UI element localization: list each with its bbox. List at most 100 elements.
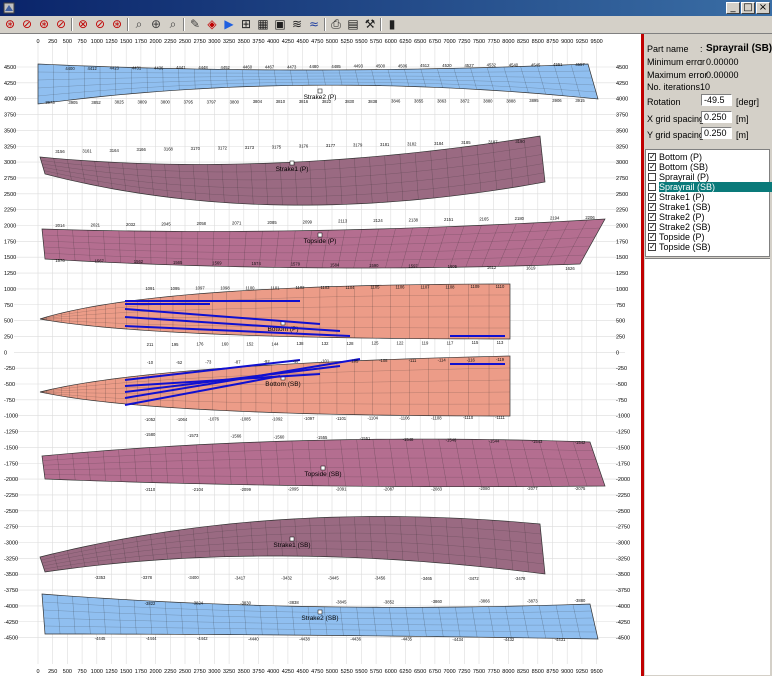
parts-checklist[interactable]: ✓ Bottom (P) ✓ Bottom (SB) Sprayrail (P) Spra… <box>645 149 772 257</box>
x-axis-tick-label: 6250 <box>399 39 411 45</box>
mesh-line <box>372 439 380 487</box>
edge-dimension-label: -87 <box>234 359 241 364</box>
zoom-in-icon[interactable]: ⊕ <box>150 17 162 31</box>
mirror-icon[interactable]: ⊛ <box>111 17 123 31</box>
minimize-button[interactable]: _ <box>726 2 740 14</box>
edge-dimension-label: 4527 <box>464 63 474 68</box>
max-error-value: 0.00000 <box>706 70 739 80</box>
parts-list-item[interactable]: ✓ Strake1 (SB) <box>648 202 769 212</box>
y-axis-tick-label: 750 <box>4 303 13 309</box>
part-visible-checkbox[interactable]: ✓ <box>648 242 656 251</box>
edge-dimension-label: 125 <box>372 341 380 346</box>
x-axis-tick-label: 1000 <box>91 669 103 675</box>
part-name-label: Part name <box>647 44 689 54</box>
plate-shape <box>41 218 606 269</box>
mesh-line <box>94 161 99 187</box>
y-grid-input[interactable]: 0.250 <box>701 127 732 139</box>
edge-dimension-label: -3822 <box>145 601 156 606</box>
part-visible-checkbox[interactable]: ✓ <box>648 232 656 241</box>
x-axis-tick-label: 7000 <box>443 39 455 45</box>
edge-dimension-label: 3872 <box>460 98 470 103</box>
splitter-bar[interactable] <box>641 34 644 676</box>
rotate-right-icon[interactable]: ⊛ <box>38 17 50 31</box>
edge-dimension-label: 115 <box>472 340 479 345</box>
x-axis-tick-label: 3000 <box>208 39 220 45</box>
part-visible-checkbox[interactable]: ✓ <box>648 222 656 231</box>
mesh-line <box>72 229 76 261</box>
part-visible-checkbox[interactable]: ✓ <box>648 212 656 221</box>
part-visible-checkbox[interactable]: ✓ <box>648 192 656 201</box>
mesh-line <box>134 231 136 264</box>
x-axis-tick-label: 5250 <box>341 669 353 675</box>
parts-list-item[interactable]: ✓ Topside (P) <box>648 232 769 242</box>
camera-icon[interactable]: ▣ <box>274 17 286 31</box>
close-button[interactable]: × <box>756 2 770 14</box>
part-topside-sb-: Topside (SB) <box>41 438 606 488</box>
edge-dimension-label: -4444 <box>146 636 157 641</box>
part-visible-checkbox[interactable]: ✓ <box>648 202 656 211</box>
plate-expansion-canvas[interactable]: Strake2 (P) Strake1 (P) Topside (P) Bottom … <box>0 34 641 676</box>
edge-dimension-label: 4512 <box>420 63 430 68</box>
print-icon[interactable]: ⎙ <box>331 17 341 31</box>
part-name-label: Strake2 (P) <box>659 212 705 222</box>
y-axis-tick-label: -2750 <box>4 525 18 531</box>
part-visible-checkbox[interactable]: ✓ <box>648 162 656 171</box>
rubber-icon[interactable]: ◈ <box>207 17 217 31</box>
tool-icon[interactable]: ⚒ <box>364 17 376 31</box>
edge-dimension-label: 4493 <box>354 64 364 69</box>
x-axis-tick-label: 2250 <box>164 669 176 675</box>
parts-list-item[interactable]: ✓ Bottom (P) <box>648 152 769 162</box>
parts-list-item[interactable]: ✓ Strake1 (P) <box>648 192 769 202</box>
edge-dimension-label: 3816 <box>299 99 309 104</box>
parts-list-item[interactable]: Sprayrail (P) <box>648 172 769 182</box>
plate-plot[interactable]: Strake2 (P) Strake1 (P) Topside (P) Bottom … <box>0 34 641 676</box>
edge-dimension-label: -1548 <box>403 437 414 442</box>
zoom-out-icon[interactable]: ⌕ <box>169 17 177 31</box>
y-axis-tick-label: 250 <box>616 334 625 340</box>
x-axis-tick-label: 7250 <box>458 39 470 45</box>
rotate-ccw-icon[interactable]: ⊘ <box>94 17 106 31</box>
part-visible-checkbox[interactable] <box>648 173 656 181</box>
mesh-line <box>150 231 152 265</box>
rotate-left-icon[interactable]: ⊘ <box>21 17 33 31</box>
app-icon <box>3 2 15 14</box>
layers-icon[interactable]: ≋ <box>291 17 303 31</box>
mesh-line <box>508 521 514 571</box>
pointer-icon[interactable]: ✎ <box>189 17 201 31</box>
parts-list-item[interactable]: ✓ Bottom (SB) <box>648 162 769 172</box>
exit-icon[interactable]: ▮ <box>388 17 396 31</box>
edge-dimension-label: 144 <box>272 341 280 346</box>
x-grid-input[interactable]: 0.250 <box>701 111 732 123</box>
edge-dimension-label: -1092 <box>272 416 283 421</box>
rotation-input[interactable]: -49.5 <box>701 94 732 106</box>
part-visible-checkbox[interactable]: ✓ <box>648 152 656 161</box>
parts-list-item[interactable]: ✓ Strake2 (SB) <box>648 222 769 232</box>
x-axis-tick-label: 3500 <box>238 39 250 45</box>
edge-dimension-label: -1560 <box>274 434 285 439</box>
x-axis-tick-label: 500 <box>63 669 72 675</box>
mesh-line <box>87 452 91 481</box>
node-icon[interactable]: ⊞ <box>240 17 252 31</box>
play-icon[interactable]: ▶ <box>224 17 234 31</box>
wave-icon[interactable]: ≈ <box>308 17 320 31</box>
refresh-icon[interactable]: ⊘ <box>55 17 67 31</box>
x-axis-tick-label: 5250 <box>341 39 353 45</box>
x-axis-tick-label: 8750 <box>546 39 558 45</box>
maximize-button[interactable]: □ <box>741 2 755 14</box>
plate-shape <box>41 593 599 640</box>
rotate-cw-icon[interactable]: ⊗ <box>77 17 89 31</box>
export-icon[interactable]: ▤ <box>347 17 359 31</box>
edge-dimension-label: -97 <box>293 359 300 364</box>
grid-icon[interactable]: ▦ <box>257 17 269 31</box>
parts-list-item[interactable]: ✓ Strake2 (P) <box>648 212 769 222</box>
edge-dimension-label: 3800 <box>161 100 171 105</box>
x-axis-tick-label: 3000 <box>208 669 220 675</box>
parts-list-item[interactable]: Sprayrail (SB) <box>648 182 772 192</box>
parts-list-item[interactable]: ✓ Topside (SB) <box>648 242 769 252</box>
pan-icon[interactable]: ⌕ <box>135 17 143 31</box>
part-visible-checkbox[interactable] <box>648 183 656 191</box>
edge-dimension-label: 1619 <box>526 265 536 270</box>
edge-dimension-label: 4436 <box>154 65 164 70</box>
mesh-line <box>461 147 466 195</box>
zoom-fit-icon[interactable]: ⊛ <box>4 17 16 31</box>
